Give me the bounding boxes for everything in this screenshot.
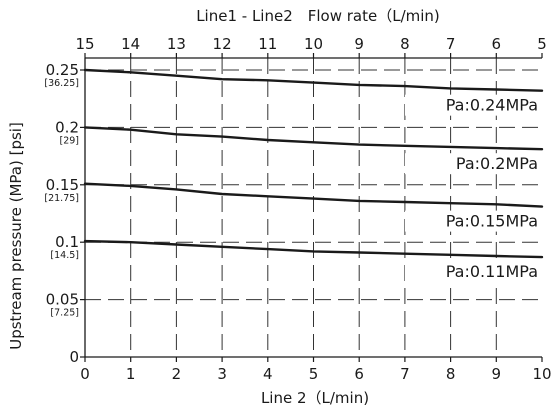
y-tick-psi-label: [36.25] xyxy=(44,78,79,89)
x-tick-label: 7 xyxy=(400,365,410,383)
series-label-background xyxy=(405,94,538,116)
series-label-0: Pa:0.24MPa xyxy=(446,96,538,115)
top-tick-label: 8 xyxy=(400,35,410,53)
top-tick-label: 12 xyxy=(213,35,232,53)
series-line-1 xyxy=(83,126,544,151)
top-tick-label: 10 xyxy=(304,35,323,53)
axes xyxy=(80,53,543,362)
series-label-1: Pa:0.2MPa xyxy=(456,154,538,173)
y-tick-label: 0.05 xyxy=(46,291,79,309)
y-tick-label: 0.15 xyxy=(46,176,79,194)
x-axis-label: Line 2（L/min) xyxy=(261,389,369,407)
x-tick-label: 6 xyxy=(354,365,364,383)
top-tick-label: 7 xyxy=(446,35,456,53)
top-tick-label: 13 xyxy=(167,35,186,53)
series-line-0 xyxy=(83,68,544,92)
top-tick-label: 11 xyxy=(258,35,277,53)
x-tick-label: 0 xyxy=(80,365,90,383)
series-label-background xyxy=(405,153,538,175)
y-tick-label: 0.2 xyxy=(55,118,79,136)
series-label-background xyxy=(405,261,538,283)
x-tick-label: 8 xyxy=(446,365,456,383)
chart-title: Line1 - Line2 Flow rate（L/min) xyxy=(196,7,440,25)
series-line-3 xyxy=(83,239,544,259)
series-group xyxy=(83,68,544,259)
series-line-2 xyxy=(83,182,544,208)
top-tick-label: 6 xyxy=(492,35,502,53)
x-tick-label: 3 xyxy=(217,365,227,383)
x-tick-label: 1 xyxy=(126,365,136,383)
top-tick-label: 9 xyxy=(354,35,364,53)
x-tick-label: 10 xyxy=(532,365,551,383)
top-tick-label: 14 xyxy=(121,35,140,53)
top-tick-label: 5 xyxy=(537,35,547,53)
y-tick-label: 0.1 xyxy=(55,233,79,251)
top-tick-label: 15 xyxy=(75,35,94,53)
y-tick-psi-label: [29] xyxy=(59,135,79,146)
x-tick-label: 5 xyxy=(309,365,319,383)
y-axis-label: Upstream pressure (MPa) [psi] xyxy=(7,122,25,350)
y-tick-psi-label: [7.25] xyxy=(50,308,79,319)
y-tick-psi-label: [21.75] xyxy=(44,193,79,204)
y-tick-label: 0 xyxy=(69,348,79,366)
y-tick-label: 0.25 xyxy=(46,61,79,79)
series-labels: Pa:0.24MPa Pa:0.2MPa Pa:0.15MPa Pa:0.11MPa xyxy=(405,94,538,283)
x-tick-label: 2 xyxy=(172,365,182,383)
series-label-background xyxy=(405,210,538,232)
series-label-3: Pa:0.11MPa xyxy=(446,262,538,281)
y-tick-psi-label: [14.5] xyxy=(50,250,79,261)
x-tick-label: 4 xyxy=(263,365,273,383)
series-label-2: Pa:0.15MPa xyxy=(446,212,538,231)
x-tick-label: 9 xyxy=(492,365,502,383)
